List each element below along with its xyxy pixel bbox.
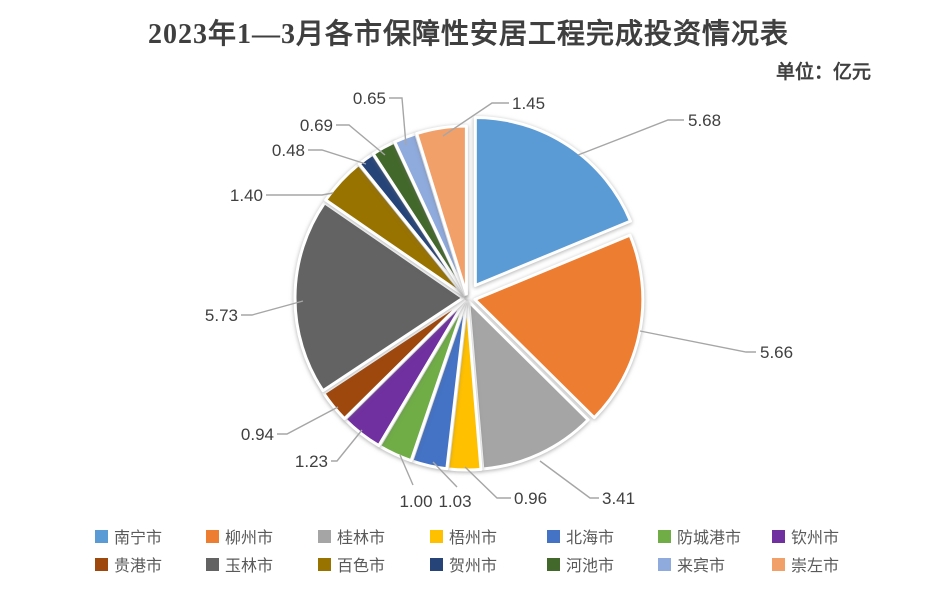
label-leader-line (539, 460, 599, 499)
legend-label: 百色市 (337, 558, 386, 575)
label-leader-line (266, 192, 334, 196)
legend-swatch (547, 529, 560, 543)
label-leader-line (277, 406, 339, 435)
legend-swatch (658, 557, 671, 571)
label-leader-line (399, 454, 414, 486)
data-label-9: 5.73 (205, 306, 238, 325)
data-label-5: 1.03 (438, 492, 471, 511)
data-label-7: 1.23 (295, 452, 328, 471)
legend-label: 钦州市 (791, 530, 840, 547)
legend-swatch (430, 557, 443, 571)
legend-item: 来宾市 (658, 555, 726, 575)
unit-label: 单位：亿元 (775, 62, 871, 83)
legend-swatch (772, 529, 785, 543)
legend-swatch (206, 529, 219, 543)
legend-item: 玉林市 (206, 555, 274, 575)
legend-swatch (547, 557, 560, 571)
legend-swatch (772, 557, 785, 571)
data-label-11: 0.48 (272, 141, 305, 160)
label-leader-line (442, 102, 509, 137)
label-leader-line (331, 429, 363, 462)
legend-label: 防城港市 (677, 530, 742, 547)
data-label-3: 3.41 (602, 489, 635, 508)
legend-label: 北海市 (566, 530, 615, 547)
legend-item: 贺州市 (430, 555, 498, 575)
label-leader-line (639, 330, 756, 353)
data-label-14: 1.45 (512, 94, 545, 113)
data-label-4: 0.96 (514, 489, 547, 508)
pie-slice-1 (473, 116, 632, 288)
legend-label: 玉林市 (225, 558, 274, 575)
legend-label: 河池市 (566, 558, 615, 575)
label-leader-line (464, 466, 511, 499)
label-leader-line (336, 124, 386, 156)
pie-slice-2 (473, 233, 645, 420)
legend-item: 北海市 (547, 527, 615, 547)
legend-label: 桂林市 (337, 530, 386, 547)
legend-item: 崇左市 (772, 555, 840, 575)
legend-item: 百色市 (318, 555, 386, 575)
pie-slice-8 (322, 299, 466, 421)
legend-label: 南宁市 (114, 530, 163, 547)
label-leader-line (577, 119, 684, 156)
legend-swatch (430, 529, 443, 543)
data-label-2: 5.66 (760, 343, 793, 362)
label-leader-line (432, 461, 458, 488)
legend-label: 贺州市 (449, 558, 498, 575)
legend-label: 崇左市 (791, 558, 840, 575)
legend-item: 桂林市 (318, 527, 386, 547)
legend-item: 防城港市 (658, 527, 742, 547)
data-label-13: 0.65 (353, 89, 386, 108)
data-label-6: 1.00 (399, 492, 432, 511)
data-label-12: 0.69 (300, 116, 333, 135)
chart-title: 2023年1—3月各市保障性安居工程完成投资情况表 (147, 19, 789, 50)
data-label-8: 0.94 (241, 425, 274, 444)
legend-item: 南宁市 (95, 527, 163, 547)
label-leader-line (241, 300, 304, 316)
pie-slice-14 (415, 124, 468, 296)
legend-swatch (318, 529, 331, 543)
legend-label: 梧州市 (449, 530, 498, 547)
legend-swatch (318, 557, 331, 571)
legend-label: 来宾市 (677, 558, 726, 575)
legend-item: 钦州市 (772, 527, 840, 547)
label-leader-line (308, 149, 367, 165)
label-leader-line (389, 97, 407, 146)
pie-slice-3 (467, 300, 590, 471)
legend-item: 柳州市 (206, 527, 274, 547)
legend-label: 柳州市 (225, 530, 274, 547)
legend-swatch (95, 529, 108, 543)
legend-swatch (206, 557, 219, 571)
legend-swatch (658, 529, 671, 543)
data-label-10: 1.40 (230, 186, 263, 205)
data-label-1: 5.68 (688, 111, 721, 130)
legend-swatch (95, 557, 108, 571)
pie-slice-9 (293, 201, 465, 393)
legend-item: 贵港市 (95, 555, 163, 575)
legend-item: 河池市 (547, 555, 615, 575)
legend-item: 梧州市 (430, 527, 498, 547)
legend-label: 贵港市 (114, 558, 163, 575)
